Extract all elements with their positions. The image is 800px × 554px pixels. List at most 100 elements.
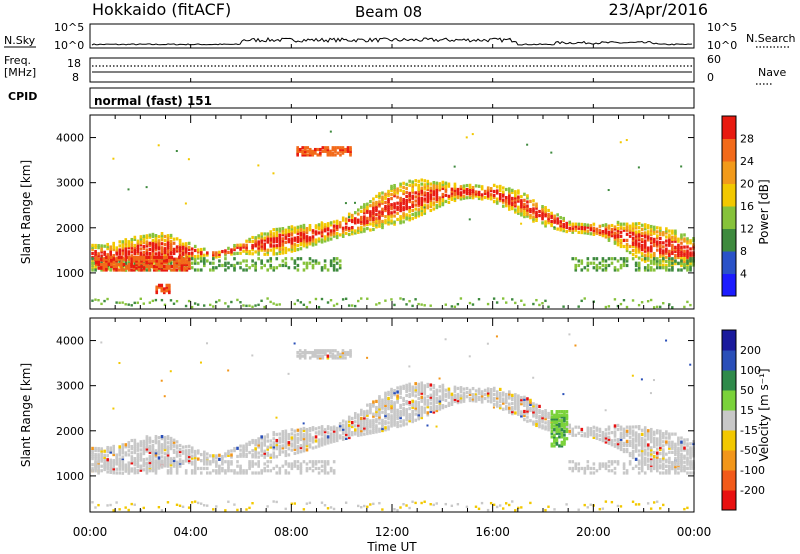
power-data-cell	[438, 184, 442, 188]
power-data-cell	[655, 242, 659, 246]
power-data-cell	[586, 263, 590, 268]
velocity-data-cell	[381, 428, 384, 433]
velocity-data-cell	[326, 431, 330, 435]
velocity-data-cell	[640, 453, 644, 457]
power-data-cell	[155, 261, 159, 265]
velocity-data-cell	[323, 442, 327, 446]
velocity-data-cell	[184, 471, 188, 475]
velocity-data-cell	[643, 432, 647, 436]
velocity-data-cell	[665, 440, 668, 444]
velocity-data-cell	[444, 392, 448, 396]
velocity-data-cell	[571, 433, 575, 437]
power-data-cell	[680, 251, 683, 255]
power-data-cell	[157, 261, 161, 265]
power-data-cell	[332, 266, 336, 270]
velocity-data-cell	[281, 434, 285, 438]
velocity-data-cell	[441, 406, 445, 410]
power-data-cell	[559, 220, 562, 224]
power-data-cell	[369, 222, 372, 226]
velocity-data-cell	[290, 464, 294, 468]
velocity-data-cell	[628, 453, 632, 458]
power-data-cell	[462, 190, 466, 194]
velocity-data-cell	[349, 352, 352, 356]
power-data-cell	[426, 183, 430, 188]
velocity-data-cell	[175, 446, 179, 450]
velocity-data-cell	[640, 440, 644, 445]
power-data-cell	[115, 257, 118, 261]
velocity-data-cell	[278, 469, 282, 473]
velocity-data-cell	[671, 464, 674, 468]
velocity-data-cell	[163, 452, 167, 456]
velocity-data-cell	[547, 426, 550, 430]
velocity-data-cell	[145, 435, 149, 439]
power-data-cell	[671, 247, 674, 251]
velocity-data-cell	[269, 469, 273, 473]
power-data-cell	[665, 243, 668, 247]
power-data-cell	[444, 181, 448, 185]
velocity-data-cell	[166, 437, 170, 441]
power-data-cell	[272, 248, 276, 252]
velocity-data-cell	[378, 415, 381, 419]
velocity-data-cell	[357, 433, 360, 437]
velocity-data-cell	[396, 398, 399, 402]
power-data-cell	[151, 249, 155, 253]
power-data-cell	[550, 219, 553, 224]
power-data-cell	[344, 202, 347, 205]
power-data-cell	[281, 237, 285, 241]
velocity-data-cell	[251, 453, 254, 457]
power-data-cell	[102, 257, 106, 261]
velocity-data-cell	[94, 446, 97, 451]
velocity-data-cell	[100, 451, 103, 455]
velocity-data-cell	[628, 462, 632, 466]
velocity-data-cell	[399, 387, 402, 391]
power-data-cell	[550, 223, 553, 228]
velocity-data-cell	[598, 464, 602, 468]
power-data-cell	[665, 247, 668, 251]
velocity-data-cell	[154, 434, 158, 439]
velocity-data-cell	[381, 422, 384, 427]
power-data-cell	[547, 214, 550, 219]
power-data-cell	[634, 268, 638, 272]
power-data-cell	[501, 198, 505, 202]
power-data-cell	[94, 252, 97, 256]
power-data-cell	[335, 233, 339, 238]
velocity-data-cell	[432, 396, 436, 400]
velocity-data-cell	[157, 446, 161, 450]
velocity-data-cell	[662, 471, 665, 475]
power-data-cell	[166, 240, 170, 244]
power-data-cell	[680, 268, 683, 272]
velocity-data-cell	[326, 354, 330, 358]
velocity-data-cell	[319, 349, 322, 353]
power-data-cell	[125, 266, 128, 270]
power-data-cell	[287, 248, 291, 252]
power-data-cell	[462, 194, 466, 198]
velocity-data-cell	[363, 424, 366, 428]
velocity-data-cell	[372, 400, 375, 404]
velocity-data-cell	[652, 463, 656, 467]
power-data-cell	[148, 233, 152, 237]
power-data-cell	[420, 202, 424, 207]
power-data-cell	[625, 248, 629, 253]
velocity-data-cell	[332, 437, 336, 441]
velocity-data-cell	[375, 407, 378, 412]
velocity-data-cell	[480, 390, 484, 394]
velocity-data-cell	[610, 439, 614, 443]
velocity-data-cell	[532, 376, 535, 379]
power-data-cell	[296, 147, 299, 152]
power-data-cell	[402, 191, 405, 196]
velocity-data-cell	[103, 459, 106, 463]
velocity-data-cell	[302, 449, 306, 453]
power-data-cell	[311, 239, 315, 243]
velocity-data-cell	[465, 386, 469, 391]
velocity-data-cell	[462, 395, 466, 399]
velocity-data-cell	[541, 420, 544, 424]
velocity-data-cell	[118, 464, 122, 468]
velocity-data-cell	[121, 464, 125, 468]
power-data-cell	[459, 197, 463, 201]
power-data-cell	[643, 235, 647, 239]
power-data-cell	[393, 194, 396, 198]
velocity-data-cell	[133, 448, 137, 453]
velocity-data-cell	[94, 452, 97, 457]
power-data-cell	[115, 262, 118, 267]
velocity-data-cell	[326, 507, 330, 510]
